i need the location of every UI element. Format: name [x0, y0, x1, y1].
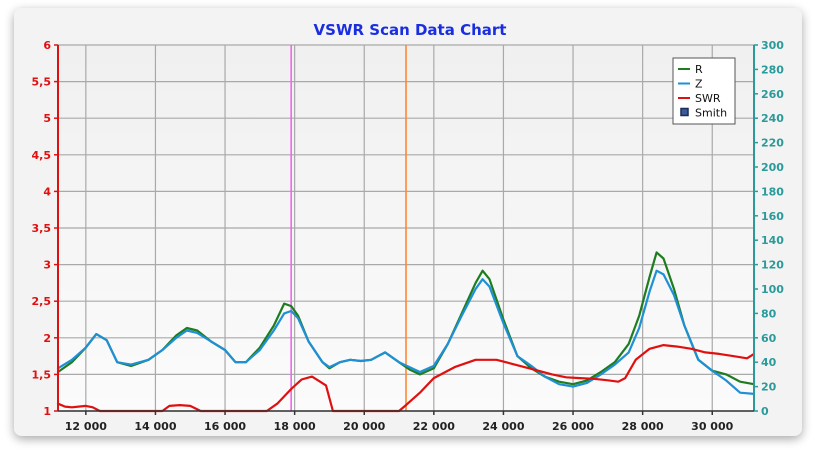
left-axis-tick-label: 4	[43, 185, 51, 198]
left-axis-tick-label: 3	[43, 259, 51, 272]
left-axis-tick-label: 5,5	[32, 76, 52, 89]
x-axis-tick-label: 20 000	[343, 420, 385, 433]
left-axis-tick-label: 2	[43, 332, 51, 345]
right-axis-tick-label: 40	[761, 356, 777, 369]
x-axis-tick-label: 14 000	[134, 420, 176, 433]
right-axis-tick-label: 260	[761, 88, 784, 101]
right-axis-tick-label: 60	[761, 332, 777, 345]
legend-label: Z	[695, 78, 703, 91]
x-axis-tick-label: 12 000	[65, 420, 107, 433]
x-axis-tick-label: 16 000	[204, 420, 246, 433]
chart-title: VSWR Scan Data Chart	[314, 21, 507, 39]
right-axis-tick-label: 120	[761, 259, 784, 272]
left-axis-tick-label: 3,5	[32, 222, 52, 235]
legend-label: R	[695, 63, 703, 76]
right-axis-tick-label: 80	[761, 307, 777, 320]
right-axis-tick-label: 100	[761, 283, 784, 296]
legend-swatch	[680, 107, 689, 117]
right-axis-tick-label: 0	[761, 405, 769, 418]
x-axis-tick-label: 24 000	[482, 420, 524, 433]
left-axis-tick-label: 2,5	[32, 295, 52, 308]
right-axis-tick-label: 280	[761, 63, 784, 76]
x-axis-tick-label: 28 000	[622, 420, 664, 433]
right-axis-tick-label: 160	[761, 210, 784, 223]
right-axis-tick-label: 240	[761, 112, 784, 125]
axes: 11,522,533,544,555,560204060801001201401…	[32, 39, 785, 433]
right-axis-tick-label: 140	[761, 234, 784, 247]
right-axis-tick-label: 200	[761, 161, 784, 174]
right-axis-tick-label: 220	[761, 137, 784, 150]
marker-lines	[290, 45, 407, 411]
left-axis-tick-label: 1	[43, 405, 51, 418]
left-axis-tick-label: 1,5	[32, 368, 52, 381]
right-axis-tick-label: 180	[761, 185, 784, 198]
x-axis-tick-label: 26 000	[552, 420, 594, 433]
right-axis-tick-label: 300	[761, 39, 784, 52]
legend-label: SWR	[695, 92, 721, 105]
x-axis-tick-label: 30 000	[691, 420, 733, 433]
right-axis-tick-label: 20	[761, 381, 777, 394]
left-axis-tick-label: 4,5	[32, 149, 52, 162]
legend-label: Smith	[695, 107, 727, 120]
series-line-z	[56, 269, 756, 395]
left-axis-tick-label: 5	[43, 112, 51, 125]
x-axis-tick-label: 18 000	[274, 420, 316, 433]
left-axis-tick-label: 6	[43, 39, 51, 52]
x-axis-tick-label: 22 000	[413, 420, 455, 433]
